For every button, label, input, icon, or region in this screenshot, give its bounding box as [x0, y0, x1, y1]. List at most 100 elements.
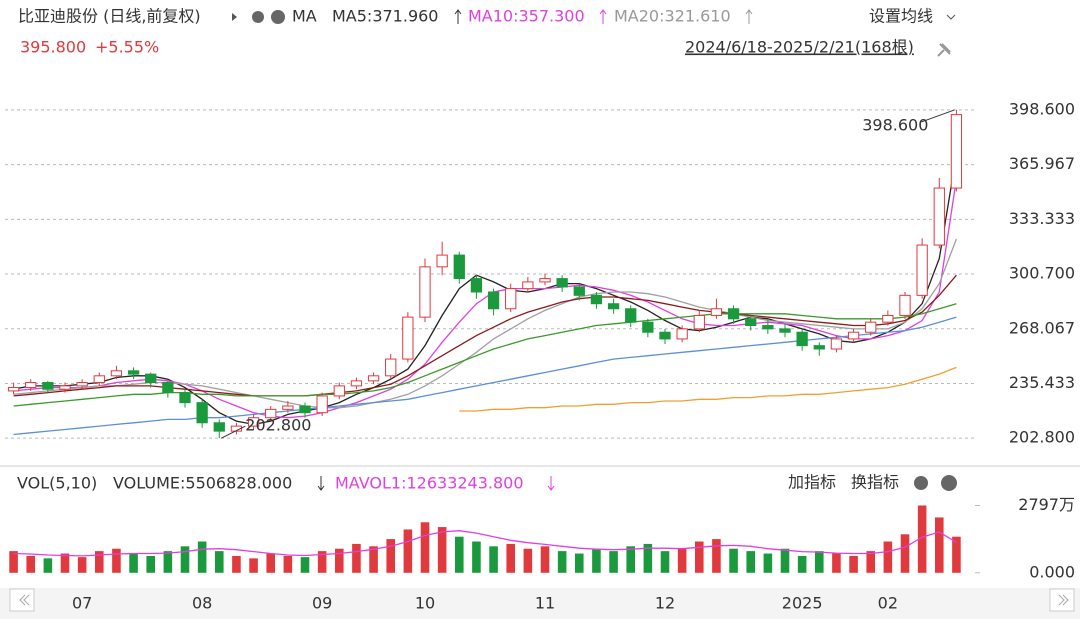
ma-line — [459, 366, 957, 412]
volume-bar — [369, 546, 378, 573]
volume-bar — [77, 557, 87, 573]
price-change: +5.55% — [95, 38, 159, 57]
candle-body — [762, 325, 774, 330]
ma5-value: MA5:371.960 — [332, 7, 438, 26]
candle-body — [333, 385, 345, 397]
volume-bar — [129, 553, 138, 573]
volume-bar — [935, 517, 944, 573]
scroll-right-icon[interactable] — [1058, 594, 1069, 606]
volume-bar — [523, 548, 533, 573]
scroll-left-icon[interactable] — [19, 594, 30, 606]
volume-bar — [797, 555, 807, 573]
chevron-icon[interactable] — [946, 14, 956, 20]
candle-body — [265, 408, 277, 419]
volume-bar — [626, 546, 635, 573]
x-tick-label: 08 — [192, 594, 212, 613]
x-tick-label: 07 — [72, 594, 92, 613]
candle-body — [505, 288, 517, 310]
volume-bar — [866, 551, 875, 573]
candle-body — [590, 294, 603, 305]
x-tick-label: 02 — [878, 594, 898, 613]
switch-indicator[interactable]: 换指标 — [851, 473, 899, 492]
ma20-value: MA20:321.610 — [614, 7, 731, 26]
candle-body — [950, 114, 963, 189]
x-tick-label: 11 — [535, 594, 555, 613]
volume-title: VOL(5,10) — [17, 474, 97, 493]
volume-bar — [180, 546, 190, 573]
settings-icon[interactable] — [914, 476, 928, 490]
volume-bar — [557, 551, 567, 573]
arrow-icon — [547, 476, 555, 491]
candle-body — [127, 370, 140, 375]
candle-body — [162, 382, 174, 394]
volume-bar — [112, 548, 121, 573]
close-icon[interactable] — [271, 10, 285, 24]
candle-body — [419, 266, 431, 318]
volume-bar — [695, 541, 704, 573]
scroll-left[interactable] — [9, 588, 35, 612]
volume-bar — [283, 555, 293, 573]
candle-body — [659, 331, 671, 340]
arrow-icon — [454, 9, 462, 24]
candle-body — [727, 308, 740, 320]
volume-bar — [832, 553, 841, 573]
candle-body — [573, 286, 585, 296]
volume-bar — [146, 555, 155, 573]
y-tick-label: 202.800 — [1009, 428, 1075, 447]
expand-icon[interactable] — [232, 13, 237, 21]
candle-body — [299, 405, 311, 414]
candle-body — [282, 405, 294, 410]
volume-bar — [489, 546, 498, 573]
arrow-icon — [599, 9, 607, 24]
close-icon[interactable] — [941, 475, 957, 491]
add-indicator[interactable]: 加指标 — [788, 473, 836, 492]
candle-body — [470, 278, 483, 293]
volume-bar — [815, 551, 824, 573]
y-tick-label: 365.967 — [1009, 154, 1075, 173]
candle-body — [25, 382, 37, 389]
candle-body — [607, 303, 620, 310]
candle-body — [213, 422, 225, 432]
mavol-value: MAVOL1:12633243.800 — [335, 474, 524, 493]
volume-bar — [849, 555, 858, 573]
settings-button[interactable]: 设置均线 — [869, 7, 933, 26]
annotation-arrow — [221, 425, 246, 439]
candle-body — [710, 308, 723, 316]
y-tick-label: 300.700 — [1009, 264, 1075, 283]
volume-bar — [232, 555, 241, 573]
arrow-icon — [745, 9, 753, 24]
pin-icon[interactable] — [937, 43, 951, 57]
volume-bar — [763, 553, 773, 573]
ma-line — [13, 530, 957, 557]
candle-body — [556, 278, 568, 288]
volume-bar — [95, 551, 104, 573]
candle-body — [865, 321, 877, 333]
annotation-arrow — [921, 109, 955, 123]
volume-bar — [592, 548, 601, 573]
scroll-right[interactable] — [1049, 588, 1075, 612]
candle-body — [745, 318, 757, 327]
ma-line — [13, 179, 958, 419]
volume-bar — [420, 522, 430, 573]
volume-bar — [900, 534, 910, 573]
x-tick-label: 10 — [415, 594, 435, 613]
volume-bar — [60, 553, 70, 573]
candle-body — [76, 382, 88, 387]
volume-bar — [917, 505, 927, 573]
candle-body — [453, 254, 465, 280]
candle-body — [796, 331, 808, 347]
volume-bar — [26, 555, 35, 573]
date-range[interactable]: 2024/6/18-2025/2/21(168根) — [685, 38, 914, 57]
settings-icon[interactable] — [252, 11, 264, 23]
volume-bar — [952, 536, 961, 573]
title: 比亚迪股份 (日线,前复权) — [18, 7, 201, 26]
volume-bar — [660, 551, 670, 573]
ma10-value: MA10:357.300 — [468, 7, 585, 26]
volume-bar — [9, 551, 18, 573]
x-tick-label: 09 — [312, 594, 332, 613]
candle-body — [179, 392, 191, 404]
candle-body — [625, 308, 637, 323]
volume-bar — [352, 543, 361, 573]
